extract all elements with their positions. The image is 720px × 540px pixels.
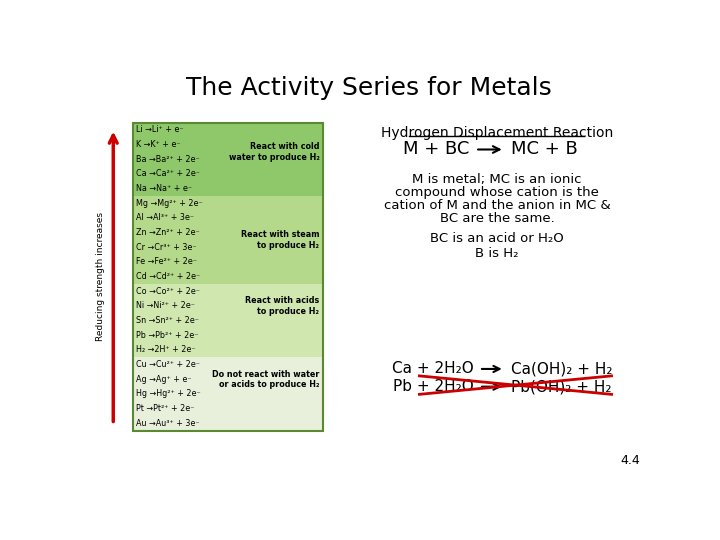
Text: Fe →Fe²⁺ + 2e⁻: Fe →Fe²⁺ + 2e⁻	[136, 258, 197, 266]
Text: Ni →Ni²⁺ + 2e⁻: Ni →Ni²⁺ + 2e⁻	[136, 301, 194, 310]
Bar	[132, 166, 323, 181]
Bar	[132, 137, 323, 152]
Text: Li →Li⁺ + e⁻: Li →Li⁺ + e⁻	[136, 125, 184, 134]
Text: compound whose cation is the: compound whose cation is the	[395, 186, 599, 199]
Text: The Activity Series for Metals: The Activity Series for Metals	[186, 76, 552, 100]
Bar	[132, 254, 323, 269]
Bar	[132, 313, 323, 328]
Text: Sn →Sn²⁺ + 2e⁻: Sn →Sn²⁺ + 2e⁻	[136, 316, 199, 325]
Text: cation of M and the anion in MC &: cation of M and the anion in MC &	[384, 199, 611, 212]
Text: Pt →Pt²⁺ + 2e⁻: Pt →Pt²⁺ + 2e⁻	[136, 404, 194, 413]
Text: Hydrogen Displacement Reaction: Hydrogen Displacement Reaction	[381, 126, 613, 140]
Text: Hg →Hg²⁺ + 2e⁻: Hg →Hg²⁺ + 2e⁻	[136, 389, 200, 399]
Bar	[132, 123, 323, 430]
Bar	[132, 342, 323, 357]
Text: Ca(OH)₂ + H₂: Ca(OH)₂ + H₂	[510, 361, 612, 376]
Bar	[132, 240, 323, 254]
Text: Cr →Cr³⁺ + 3e⁻: Cr →Cr³⁺ + 3e⁻	[136, 242, 197, 252]
Text: Ag →Ag⁺ + e⁻: Ag →Ag⁺ + e⁻	[136, 375, 192, 384]
Text: Al →Al³⁺ + 3e⁻: Al →Al³⁺ + 3e⁻	[136, 213, 194, 222]
Bar	[132, 123, 323, 137]
Bar	[132, 284, 323, 299]
Text: Pb + 2H₂O: Pb + 2H₂O	[393, 379, 474, 394]
Text: Co →Co²⁺ + 2e⁻: Co →Co²⁺ + 2e⁻	[136, 287, 199, 296]
Text: Pb →Pb²⁺ + 2e⁻: Pb →Pb²⁺ + 2e⁻	[136, 330, 198, 340]
Text: Reducing strength increases: Reducing strength increases	[96, 212, 105, 341]
Text: Pb(OH)₂ + H₂: Pb(OH)₂ + H₂	[510, 379, 611, 394]
Bar	[132, 152, 323, 166]
Bar	[132, 387, 323, 401]
Bar	[132, 181, 323, 196]
Text: React with cold
water to produce H₂: React with cold water to produce H₂	[228, 142, 320, 161]
Text: K →K⁺ + e⁻: K →K⁺ + e⁻	[136, 140, 180, 149]
Text: Cd →Cd²⁺ + 2e⁻: Cd →Cd²⁺ + 2e⁻	[136, 272, 200, 281]
Text: React with acids
to produce H₂: React with acids to produce H₂	[245, 296, 320, 315]
Bar	[132, 225, 323, 240]
Bar	[132, 401, 323, 416]
Text: M + BC: M + BC	[403, 140, 469, 159]
Text: BC are the same.: BC are the same.	[439, 212, 554, 225]
Text: React with steam
to produce H₂: React with steam to produce H₂	[241, 230, 320, 249]
Bar	[132, 328, 323, 342]
Text: BC is an acid or H₂O: BC is an acid or H₂O	[430, 232, 564, 245]
Text: Au →Au³⁺ + 3e⁻: Au →Au³⁺ + 3e⁻	[136, 418, 199, 428]
Text: 4.4: 4.4	[621, 454, 640, 467]
Bar	[132, 416, 323, 430]
Text: H₂ →2H⁺ + 2e⁻: H₂ →2H⁺ + 2e⁻	[136, 346, 195, 354]
Bar	[132, 299, 323, 313]
Bar	[132, 211, 323, 225]
Text: Ba →Ba²⁺ + 2e⁻: Ba →Ba²⁺ + 2e⁻	[136, 155, 199, 164]
Text: MC + B: MC + B	[510, 140, 577, 159]
Text: Cu →Cu²⁺ + 2e⁻: Cu →Cu²⁺ + 2e⁻	[136, 360, 199, 369]
Text: Ca + 2H₂O: Ca + 2H₂O	[392, 361, 474, 376]
Bar	[132, 372, 323, 387]
Text: Do not react with water
or acids to produce H₂: Do not react with water or acids to prod…	[212, 369, 320, 389]
Bar	[132, 357, 323, 372]
Text: Ca →Ca²⁺ + 2e⁻: Ca →Ca²⁺ + 2e⁻	[136, 170, 199, 178]
Text: Na →Na⁺ + e⁻: Na →Na⁺ + e⁻	[136, 184, 192, 193]
Bar	[132, 196, 323, 211]
Bar	[132, 269, 323, 284]
Text: B is H₂: B is H₂	[475, 247, 518, 260]
Text: M is metal; MC is an ionic: M is metal; MC is an ionic	[412, 173, 582, 186]
Text: Zn →Zn²⁺ + 2e⁻: Zn →Zn²⁺ + 2e⁻	[136, 228, 199, 237]
Text: Mg →Mg²⁺ + 2e⁻: Mg →Mg²⁺ + 2e⁻	[136, 199, 202, 208]
